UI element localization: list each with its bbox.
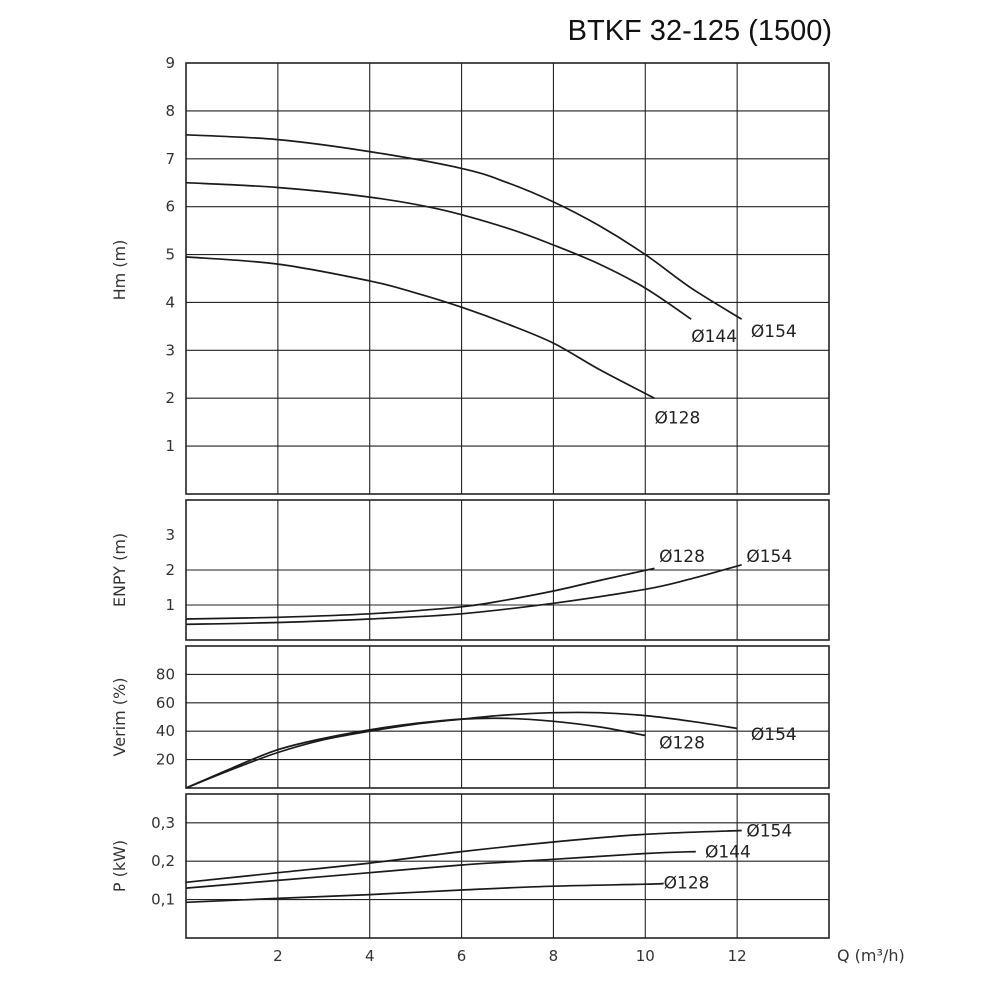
y-tick-label: 0,2: [151, 852, 175, 870]
y-axis-label-efficiency: Verim (%): [110, 678, 129, 757]
curve-power-d154: [185, 829, 742, 884]
chart-title: BTKF 32-125 (1500): [568, 15, 832, 47]
x-tick-label: 2: [273, 947, 283, 965]
curve-head-d128: [185, 256, 655, 399]
curve-label-head-d128: Ø128: [654, 408, 700, 428]
curve-head-d144: [185, 181, 692, 320]
x-tick-label: 12: [728, 947, 747, 965]
x-tick-label: 4: [365, 947, 375, 965]
x-tick-label: 10: [636, 947, 655, 965]
y-tick-label: 3: [165, 526, 175, 544]
curve-head-d154: [185, 133, 743, 320]
curve-label-power-d154: Ø154: [746, 821, 792, 841]
y-tick-label: 2: [165, 389, 175, 407]
y-tick-label: 40: [156, 722, 175, 740]
y-tick-label: 80: [156, 665, 175, 683]
y-tick-label: 0,1: [151, 891, 175, 909]
y-tick-label: 2: [165, 561, 175, 579]
curve-label-power-d144: Ø144: [705, 843, 751, 863]
panel-efficiency: 20 40 60 80 Verim (%) Ø154 Ø128: [110, 645, 830, 789]
curve-npsh-d128: [185, 567, 655, 620]
panel-frame: [185, 499, 830, 641]
panel-frame: [185, 793, 830, 939]
y-tick-label: 60: [156, 694, 175, 712]
curve-label-efficiency-d128: Ø128: [659, 734, 705, 754]
panel-frame: [185, 62, 830, 495]
y-tick-label: 20: [156, 751, 175, 769]
panel-head: 1 2 3 4 5 6 7 8 9 Hm (m) Ø154 Ø144 Ø128: [110, 54, 830, 495]
y-tick-label: 7: [165, 150, 175, 168]
y-tick-label: 9: [165, 54, 175, 72]
curve-label-efficiency-d154: Ø154: [751, 725, 797, 745]
curve-label-power-d128: Ø128: [664, 873, 710, 893]
curve-efficiency-d128: [185, 717, 646, 789]
y-tick-label: 1: [165, 596, 175, 614]
x-tick-label: 8: [549, 947, 559, 965]
y-axis-label-head: Hm (m): [110, 240, 129, 301]
curve-power-d144: [185, 850, 696, 889]
curve-label-npsh-d154: Ø154: [746, 547, 792, 567]
y-tick-label: 3: [165, 341, 175, 359]
y-tick-label: 5: [165, 246, 175, 264]
y-axis-label-power: P (kW): [110, 840, 129, 892]
y-tick-label: 6: [165, 198, 175, 216]
y-tick-label: 0,3: [151, 814, 175, 832]
x-axis-ticks: 2 4 6 8 10 12: [273, 947, 747, 965]
panel-frame: [185, 645, 830, 789]
curve-label-head-d144: Ø144: [691, 327, 737, 347]
curve-npsh-d154: [185, 563, 742, 626]
y-tick-label: 4: [165, 293, 175, 311]
panel-npsh: 1 2 3 ENPY (m) Ø128 Ø154: [110, 499, 830, 641]
x-tick-label: 6: [457, 947, 467, 965]
y-tick-label: 8: [165, 102, 175, 120]
y-axis-label-npsh: ENPY (m): [110, 533, 129, 607]
y-tick-label: 1: [165, 437, 175, 455]
curve-label-npsh-d128: Ø128: [659, 547, 705, 567]
curve-power-d128: [185, 882, 664, 904]
x-axis-label: Q (m³/h): [837, 946, 905, 965]
curve-label-head-d154: Ø154: [751, 322, 797, 342]
